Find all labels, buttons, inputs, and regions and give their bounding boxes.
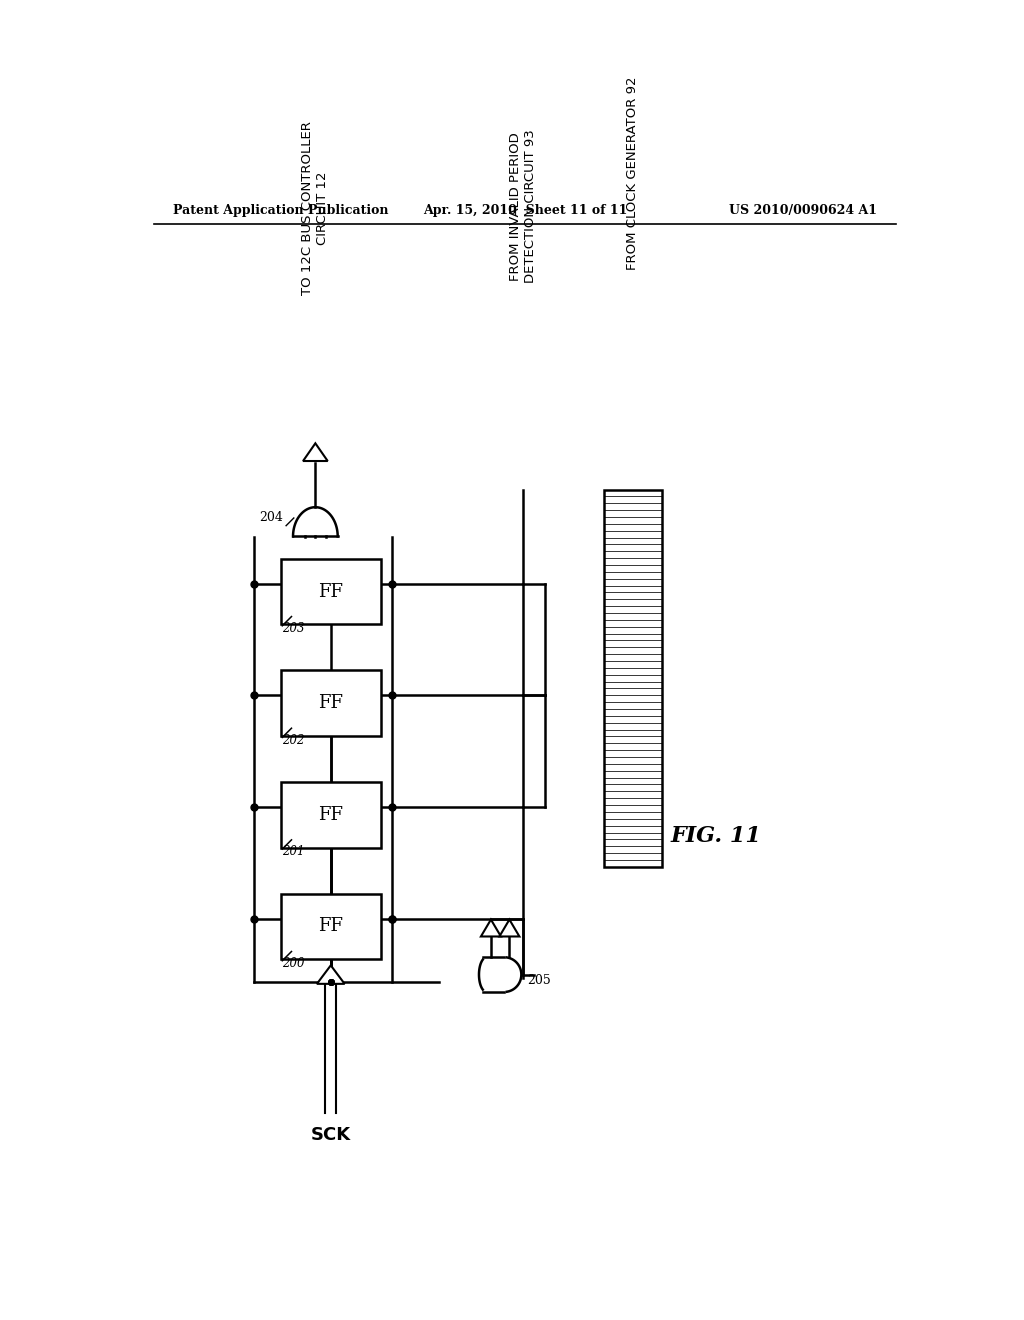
Text: FF: FF: [318, 582, 343, 601]
Text: SCK: SCK: [310, 1126, 351, 1143]
Polygon shape: [303, 444, 328, 461]
Text: TO 12C BUS CONTROLLER
CIRCUIT 12: TO 12C BUS CONTROLLER CIRCUIT 12: [301, 121, 330, 296]
Bar: [281, 558, 381, 624]
Text: FROM CLOCK GENERATOR 92: FROM CLOCK GENERATOR 92: [627, 77, 639, 271]
Text: 202: 202: [283, 734, 305, 747]
Polygon shape: [316, 965, 345, 983]
Polygon shape: [500, 920, 519, 936]
Text: US 2010/0090624 A1: US 2010/0090624 A1: [729, 205, 877, 218]
Text: FROM INVALID PERIOD
DETECTION CIRCUIT 93: FROM INVALID PERIOD DETECTION CIRCUIT 93: [509, 129, 538, 284]
Bar: [281, 671, 381, 737]
Text: FIG. 11: FIG. 11: [671, 825, 761, 847]
Polygon shape: [481, 920, 501, 936]
Text: 205: 205: [527, 974, 551, 987]
Bar: [281, 781, 381, 847]
Text: 204: 204: [259, 511, 283, 524]
Text: Apr. 15, 2010  Sheet 11 of 11: Apr. 15, 2010 Sheet 11 of 11: [423, 205, 627, 218]
Text: FF: FF: [318, 805, 343, 824]
Bar: [281, 894, 381, 960]
Text: 201: 201: [283, 845, 305, 858]
Text: FF: FF: [318, 917, 343, 936]
Text: Patent Application Publication: Patent Application Publication: [173, 205, 388, 218]
Text: FF: FF: [318, 694, 343, 713]
Text: 203: 203: [283, 622, 305, 635]
Bar: [604, 490, 662, 867]
Text: 200: 200: [283, 957, 305, 970]
